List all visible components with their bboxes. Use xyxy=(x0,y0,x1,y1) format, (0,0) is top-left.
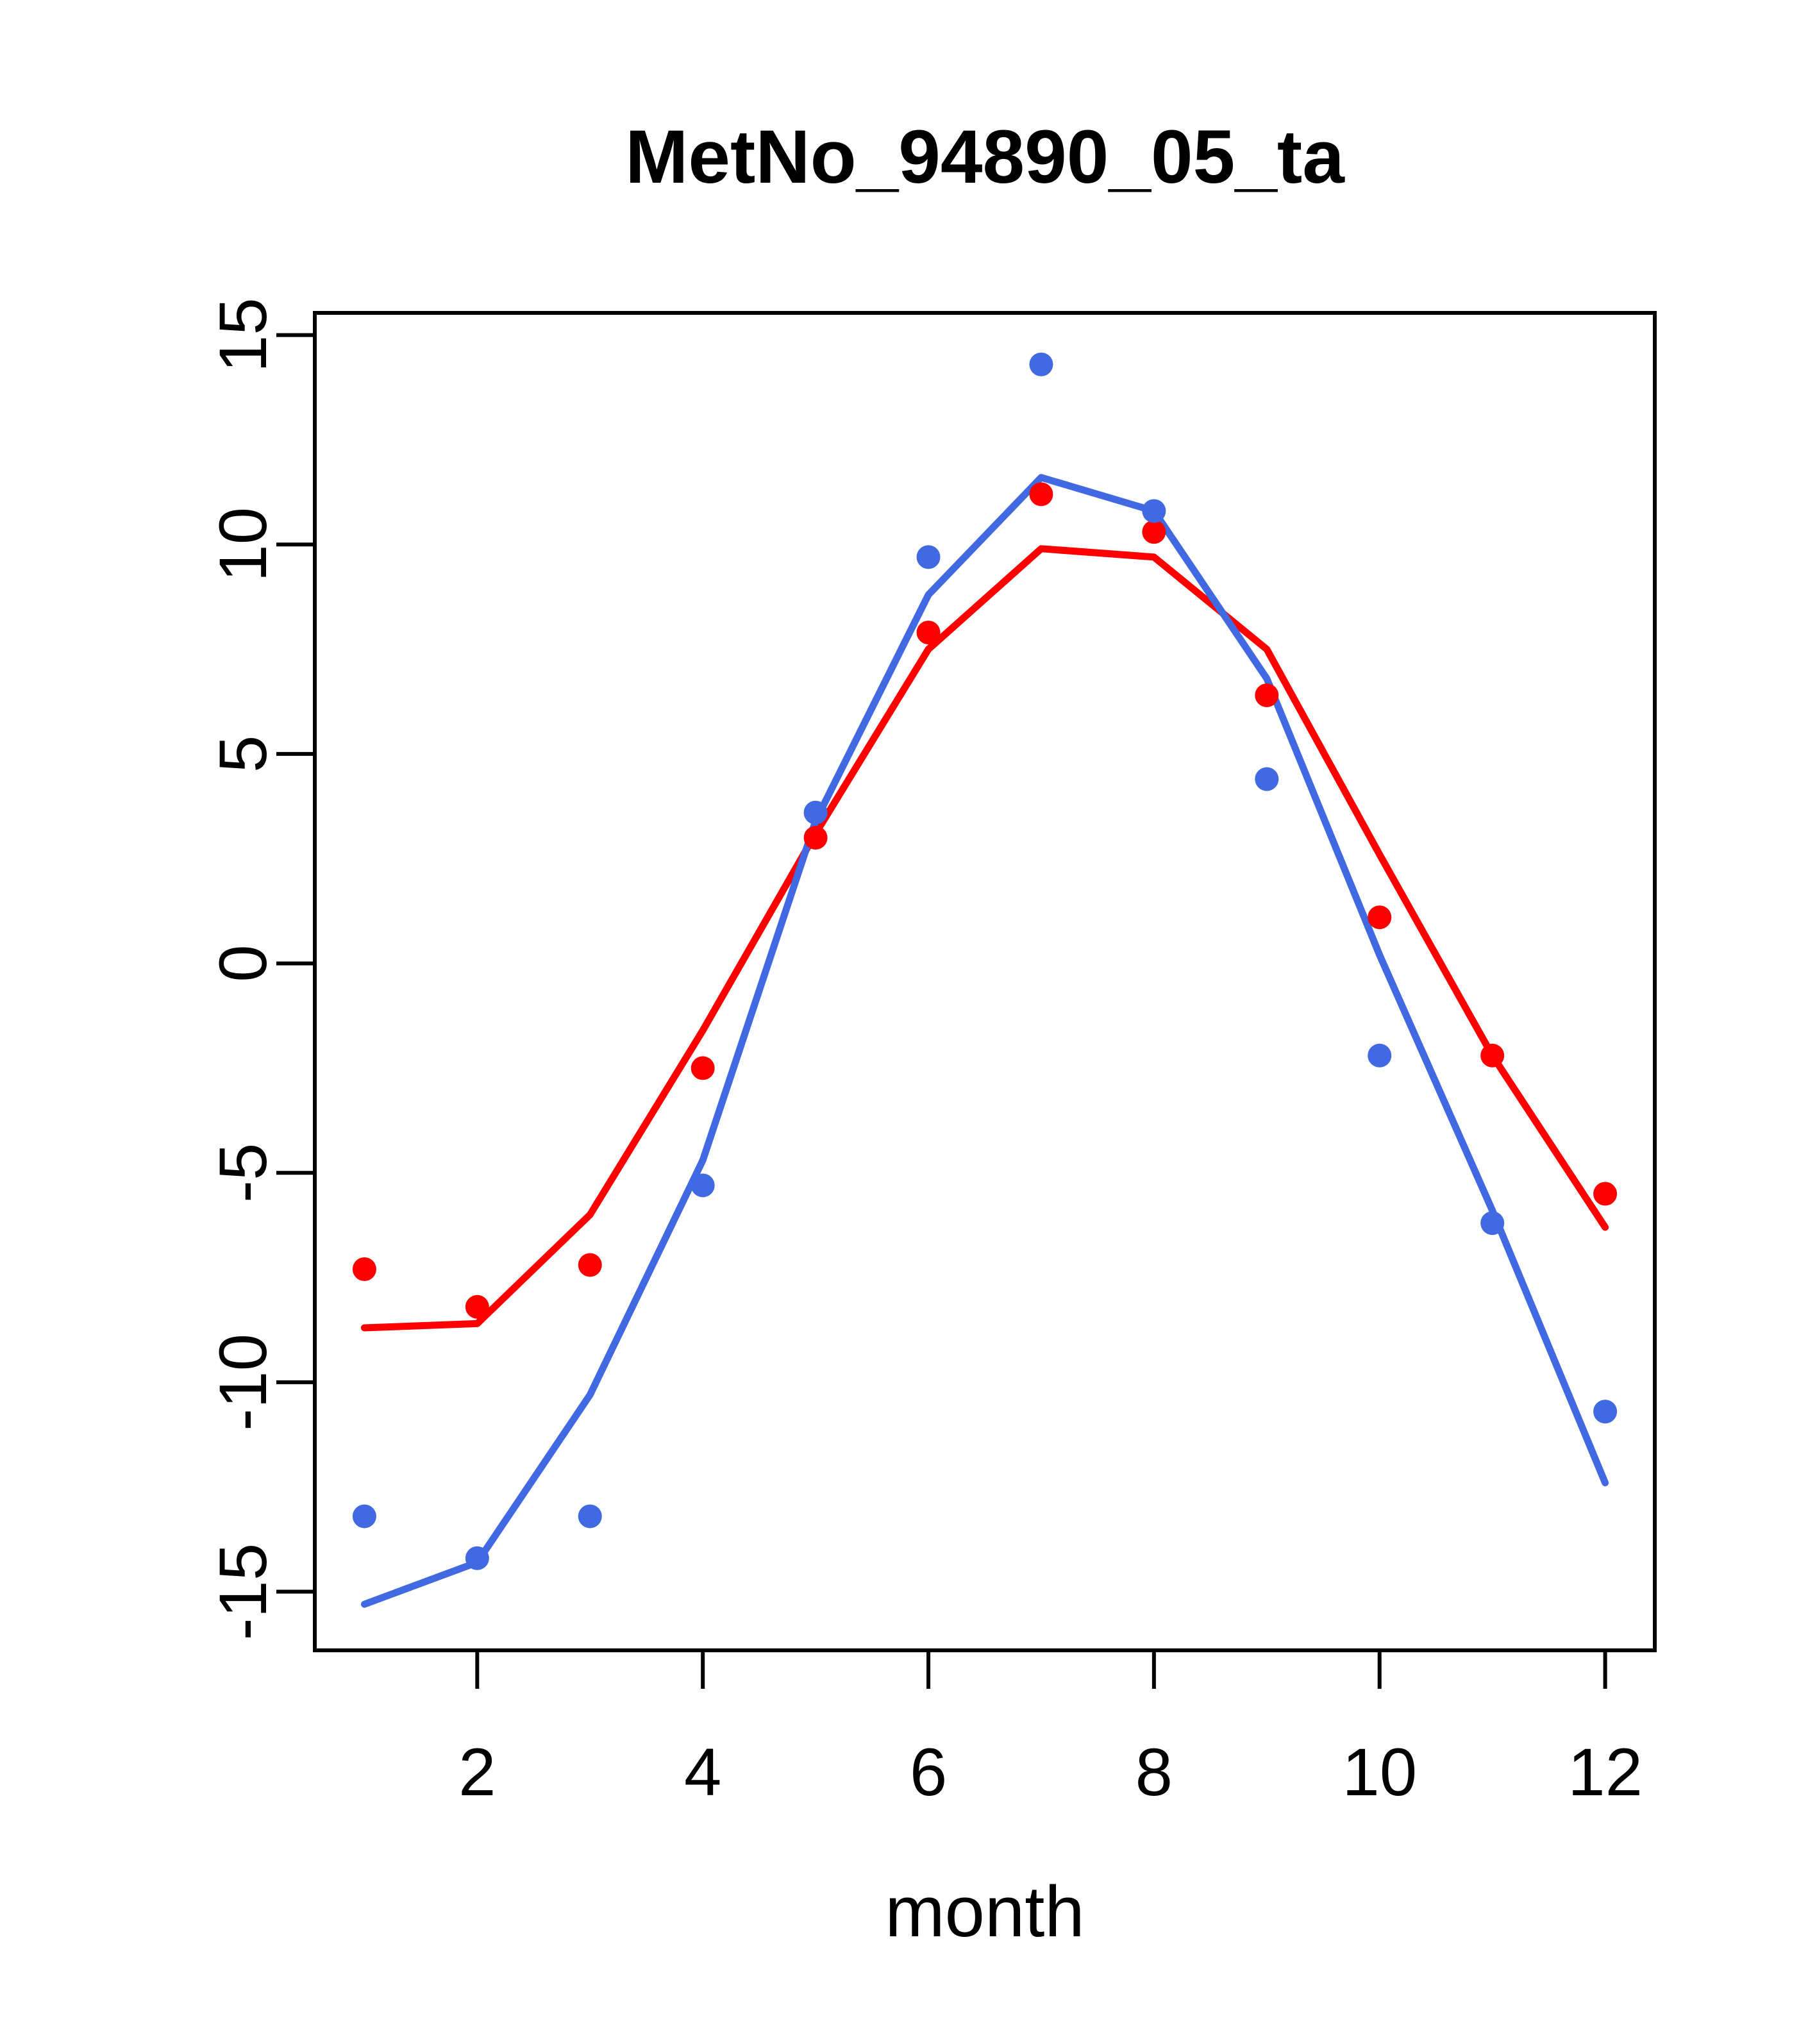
red-point xyxy=(465,1294,489,1319)
blue-point xyxy=(691,1173,715,1198)
blue-point xyxy=(1029,352,1053,376)
blue-point xyxy=(1480,1211,1505,1236)
series-layer xyxy=(352,352,1618,1608)
y-tick-label: -5 xyxy=(206,1143,281,1203)
blue-point xyxy=(1255,767,1279,791)
red-points xyxy=(352,482,1618,1319)
blue-point xyxy=(1593,1400,1618,1424)
y-tick-label: -15 xyxy=(206,1543,281,1641)
y-tick-label: 15 xyxy=(206,297,281,373)
red-point xyxy=(578,1253,602,1277)
y-tick-label: -10 xyxy=(206,1334,281,1431)
x-axis-label: month xyxy=(885,1872,1084,1952)
axes-layer: 2 4 6 8 10 12 -15 -10 -5 0 5 10 15 xyxy=(206,297,1657,1810)
red-point xyxy=(1368,905,1392,930)
y-tick-label: 5 xyxy=(206,735,281,773)
blue-point xyxy=(578,1504,602,1529)
red-line xyxy=(360,545,1609,1332)
blue-point xyxy=(352,1504,376,1529)
x-tick-label: 12 xyxy=(1568,1735,1643,1810)
x-tick-label: 10 xyxy=(1342,1735,1417,1810)
blue-points xyxy=(352,352,1618,1570)
red-point xyxy=(803,826,828,850)
x-tick-label: 6 xyxy=(910,1735,947,1810)
blue-line xyxy=(360,474,1609,1608)
blue-point xyxy=(1368,1043,1392,1068)
red-point xyxy=(1029,482,1053,507)
red-point xyxy=(916,620,941,644)
red-point xyxy=(352,1257,376,1281)
x-tick-label: 2 xyxy=(458,1735,496,1810)
y-tick-label: 10 xyxy=(206,507,281,582)
x-tick-label: 4 xyxy=(684,1735,721,1810)
chart-title: MetNo_94890_05_ta xyxy=(625,115,1345,199)
blue-point xyxy=(1142,499,1166,523)
red-point xyxy=(691,1056,715,1080)
red-point xyxy=(1142,520,1166,544)
blue-point xyxy=(916,545,941,569)
red-point xyxy=(1255,683,1279,707)
blue-point xyxy=(465,1546,489,1570)
red-point xyxy=(1480,1043,1505,1068)
y-tick-label: 0 xyxy=(206,944,281,982)
plot-box xyxy=(313,311,1657,1652)
blue-point xyxy=(803,800,828,825)
red-point xyxy=(1593,1182,1618,1206)
x-tick-label: 8 xyxy=(1135,1735,1173,1810)
